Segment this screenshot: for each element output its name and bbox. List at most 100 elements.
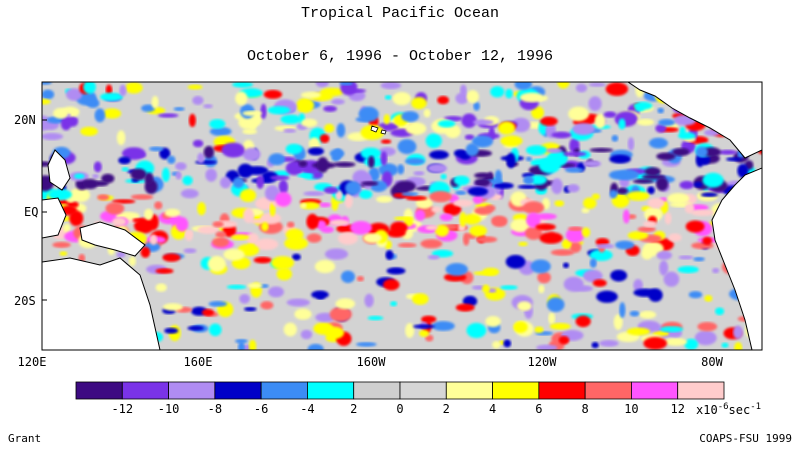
colorbar-swatch xyxy=(399,381,447,400)
field-patch xyxy=(341,270,355,283)
field-patch xyxy=(390,301,398,307)
field-patch xyxy=(121,167,129,172)
field-patch xyxy=(613,314,623,330)
field-patch xyxy=(610,269,628,282)
field-patch xyxy=(316,157,329,173)
field-patch xyxy=(203,104,213,109)
field-patch xyxy=(632,178,655,184)
field-patch xyxy=(633,101,653,110)
field-patch xyxy=(498,121,516,135)
field-patch xyxy=(283,322,297,337)
field-patch xyxy=(380,151,388,166)
field-patch xyxy=(627,231,649,240)
field-patch xyxy=(693,257,705,262)
colorbar-tick-label: 0 xyxy=(396,402,404,416)
field-patch xyxy=(201,308,215,317)
field-patch xyxy=(164,327,179,334)
field-patch xyxy=(356,276,364,282)
field-patch xyxy=(523,201,545,215)
colorbar-tick-label: 6 xyxy=(535,402,543,416)
field-patch xyxy=(656,152,676,161)
field-patch xyxy=(197,152,205,164)
colorbar-tick-label: 10 xyxy=(624,402,639,416)
field-patch xyxy=(155,283,167,292)
borneo-land xyxy=(42,197,67,239)
field-patch xyxy=(688,291,703,299)
field-patch xyxy=(298,160,308,168)
colorbar-swatch xyxy=(538,381,586,400)
field-patch xyxy=(599,340,619,347)
source-credit: COAPS-FSU 1999 xyxy=(699,432,792,445)
field-patch xyxy=(443,203,462,216)
field-patch xyxy=(333,148,343,160)
field-patch xyxy=(429,190,452,203)
colorbar-tick-label: 2 xyxy=(442,402,450,416)
field-patch xyxy=(505,88,513,99)
field-patch xyxy=(197,202,206,216)
field-patch xyxy=(538,284,545,294)
field-patch xyxy=(116,130,126,146)
field-patch xyxy=(644,167,661,177)
field-patch xyxy=(212,221,224,228)
field-patch xyxy=(66,116,79,127)
field-patch xyxy=(487,288,497,293)
field-patch xyxy=(248,339,257,350)
field-patch xyxy=(112,199,136,204)
field-patch xyxy=(112,217,127,226)
field-patch xyxy=(319,134,330,144)
field-patch xyxy=(162,167,170,182)
field-patch xyxy=(333,161,356,168)
field-patch xyxy=(392,92,412,106)
field-patch xyxy=(603,111,617,118)
lon-label-80w: 80W xyxy=(701,355,723,369)
field-patch xyxy=(539,232,563,244)
colorbar-tick-label: -10 xyxy=(157,402,180,416)
field-patch xyxy=(453,199,474,207)
field-patch xyxy=(187,84,203,90)
field-patch xyxy=(209,323,222,337)
field-patch xyxy=(659,260,669,276)
field-patch xyxy=(619,302,626,318)
field-patch xyxy=(611,135,619,142)
field-patch xyxy=(42,98,51,105)
field-patch xyxy=(360,124,385,140)
field-patch xyxy=(460,271,474,285)
field-patch xyxy=(128,256,136,267)
field-patch xyxy=(718,149,737,155)
field-patch xyxy=(611,193,630,208)
field-patch xyxy=(367,155,375,168)
field-patch xyxy=(649,137,668,149)
field-patch xyxy=(285,143,303,155)
field-patch xyxy=(93,161,102,173)
field-patch xyxy=(131,194,154,200)
field-patch xyxy=(173,107,185,111)
field-patch xyxy=(656,250,672,260)
field-patch xyxy=(310,170,324,179)
field-patch xyxy=(269,202,276,217)
colorbar-swatch xyxy=(584,381,632,400)
field-patch xyxy=(205,168,217,182)
field-patch xyxy=(523,175,534,185)
field-patch xyxy=(260,301,274,310)
colorbar-tick-label: -6 xyxy=(253,402,269,416)
lat-label-20s: 20S xyxy=(14,294,36,308)
field-patch xyxy=(589,147,614,153)
field-patch xyxy=(42,82,52,85)
field-patch xyxy=(414,209,426,221)
field-patch xyxy=(513,321,528,333)
field-patch xyxy=(284,237,308,250)
field-patch xyxy=(154,201,163,210)
field-patch xyxy=(476,236,498,243)
field-patch xyxy=(324,248,349,260)
field-patch xyxy=(531,106,544,120)
field-patch xyxy=(677,266,699,274)
field-patch xyxy=(307,147,324,156)
field-patch xyxy=(627,137,635,151)
field-patch xyxy=(694,330,717,346)
field-patch xyxy=(503,339,512,348)
field-patch xyxy=(405,323,415,338)
field-patch xyxy=(435,224,449,237)
colorbar-tick-label: -8 xyxy=(207,402,223,416)
lon-label-160w: 160W xyxy=(356,355,386,369)
field-patch xyxy=(105,84,113,96)
